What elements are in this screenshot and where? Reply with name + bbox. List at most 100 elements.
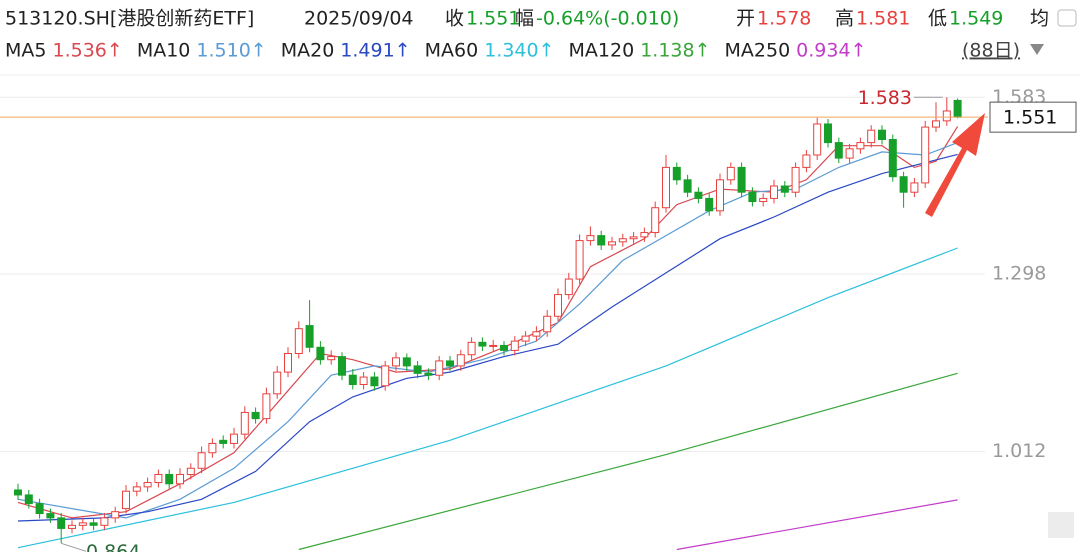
legend-value: 1.340↑ <box>484 40 554 62</box>
min-pointer <box>61 542 87 552</box>
candle-body <box>791 166 800 193</box>
header: 513120.SH[港股创新药ETF] 2025/09/04 收 1.551 幅… <box>0 8 1080 76</box>
candle-body <box>370 376 379 387</box>
open-label: 开 <box>736 8 755 30</box>
candle-body <box>402 357 411 367</box>
y-tick-label: 1.012 <box>992 440 1046 462</box>
candle-body <box>132 486 141 492</box>
candle-body <box>111 511 120 519</box>
candle-body <box>629 236 638 240</box>
candle-body <box>683 179 692 193</box>
candle-body <box>68 524 76 529</box>
pointer-arrow <box>925 113 985 217</box>
candle-body <box>510 340 519 351</box>
candle-body <box>284 352 292 373</box>
candle-body <box>521 335 530 342</box>
close-label: 收 <box>445 8 464 30</box>
ma-line <box>298 372 958 551</box>
low-label: 低 <box>928 8 947 30</box>
legend-name: MA60 <box>425 40 479 62</box>
candle-body <box>327 356 336 361</box>
candle-body <box>478 341 487 347</box>
candle-body <box>942 110 951 122</box>
candle-body <box>532 331 541 337</box>
max-label: 1.583 <box>858 87 912 109</box>
candle-body <box>240 411 249 435</box>
candle-body <box>338 356 346 376</box>
candle-body <box>640 232 649 238</box>
legend-value: 1.491↑ <box>340 40 410 62</box>
high-value: 1.581 <box>856 8 910 30</box>
ma-line <box>17 247 958 549</box>
candle-body <box>219 439 228 444</box>
candle-body <box>910 182 919 193</box>
symbol: 513120.SH[港股创新药ETF] <box>5 8 254 30</box>
candle-body <box>46 513 55 519</box>
candle-body <box>424 372 433 376</box>
candle-body <box>662 166 670 209</box>
ma-line <box>17 153 958 522</box>
high-label: 高 <box>835 8 854 30</box>
legend-name: MA120 <box>569 40 635 62</box>
legend-value: 1.536↑ <box>52 40 122 62</box>
candle-body <box>597 235 606 246</box>
ma-line <box>17 142 958 519</box>
candle-body <box>856 142 865 150</box>
legend-value: 0.934↑ <box>796 40 866 62</box>
candle-body <box>780 185 789 193</box>
legend-name: MA250 <box>725 40 791 62</box>
candle-body <box>802 154 811 168</box>
legend-value: 1.138↑ <box>640 40 710 62</box>
candle-body <box>737 166 746 193</box>
ma-line <box>676 499 958 551</box>
last-price-label: 1.551 <box>1003 107 1057 129</box>
change-label: 幅 <box>515 8 534 30</box>
candle-body <box>35 503 44 515</box>
candle-body <box>381 365 390 387</box>
candle-body <box>413 365 422 374</box>
candle-body <box>845 148 854 159</box>
candle-body <box>100 517 109 526</box>
candle-body <box>230 433 238 444</box>
candle-body <box>813 123 822 156</box>
candle-body <box>500 344 508 351</box>
period[interactable]: (88日) <box>962 40 1020 62</box>
dropdown-icon[interactable] <box>1030 44 1044 55</box>
candle-body <box>921 126 930 184</box>
candle-body <box>899 176 908 193</box>
open-value: 1.578 <box>757 8 811 30</box>
candle-body <box>834 142 843 159</box>
last-price-box <box>989 101 1077 133</box>
candle-body <box>197 452 206 469</box>
candle-body <box>651 207 660 234</box>
candle-body <box>359 376 368 386</box>
candle-body <box>608 241 616 246</box>
candle-body <box>878 129 886 140</box>
candle-body <box>867 129 876 144</box>
candle-body <box>489 344 498 347</box>
candle-body <box>456 354 465 367</box>
candle-body <box>176 473 184 485</box>
candle-body <box>165 473 174 485</box>
legend-name: MA20 <box>281 40 335 62</box>
candle-body <box>154 473 163 484</box>
min-label: 0.864 <box>86 541 140 552</box>
candle-body <box>575 240 584 280</box>
candle-body <box>348 374 357 386</box>
candle-body <box>186 467 195 475</box>
candle-body <box>273 371 282 395</box>
candle-body <box>316 346 325 361</box>
legend-value: 1.510↑ <box>196 40 266 62</box>
close-value: 1.551 <box>466 8 520 30</box>
candle-body <box>435 360 444 376</box>
candle-body <box>953 99 962 118</box>
candle-body <box>770 185 778 199</box>
candle-body <box>564 278 573 296</box>
candle-body <box>392 357 400 367</box>
candle-body <box>932 120 940 128</box>
candle-body <box>726 166 735 181</box>
candle-body <box>57 517 66 529</box>
candle-body <box>78 522 87 526</box>
candle-body <box>748 191 757 203</box>
